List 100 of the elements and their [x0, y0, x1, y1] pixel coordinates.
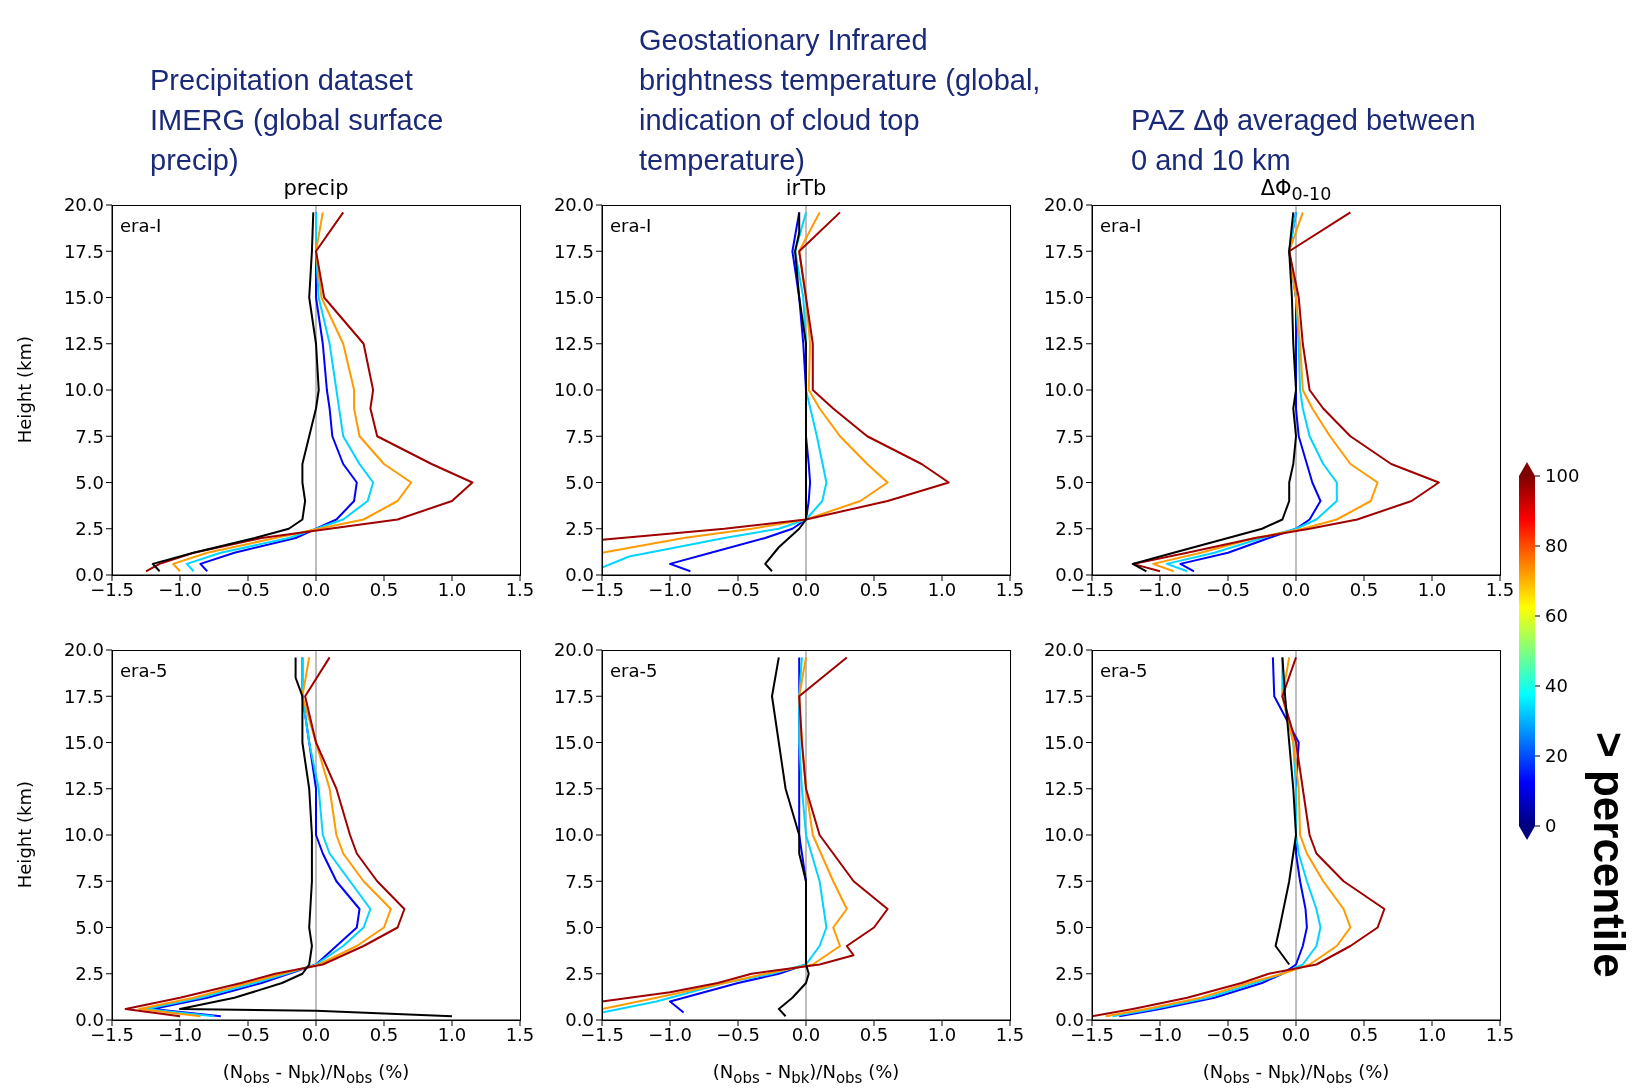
x-tick-label: 0.0 — [791, 1023, 821, 1045]
y-tick-label: 15.0 — [63, 286, 104, 308]
y-tick-label: 5.0 — [1055, 471, 1084, 493]
y-tick-label: 7.5 — [1055, 870, 1084, 892]
x-tick-label: 1.0 — [1417, 578, 1447, 600]
x-tick-label: 1.5 — [505, 1023, 535, 1045]
y-tick-label: 17.5 — [1043, 685, 1084, 707]
y-tick-label: 12.5 — [553, 778, 594, 800]
x-tick-label: −0.5 — [1206, 578, 1250, 600]
y-tick-label: 2.5 — [565, 963, 594, 985]
x-tick-label: 1.0 — [437, 1023, 467, 1045]
annotation: era-I — [120, 215, 162, 237]
y-tick-label: 7.5 — [565, 425, 594, 447]
x-tick-label: 1.5 — [995, 1023, 1025, 1045]
x-tick-label: 1.5 — [1485, 578, 1515, 600]
y-tick-label: 7.5 — [565, 870, 594, 892]
y-tick-label: 7.5 — [75, 425, 104, 447]
x-tick-label: −1.0 — [1138, 1023, 1182, 1045]
x-tick-label: 1.0 — [927, 578, 957, 600]
y-axis-title: Height (km) — [13, 781, 35, 889]
color-bar-label: 100 — [1545, 465, 1580, 487]
color-bar-label: 40 — [1545, 675, 1568, 697]
y-tick-label: 15.0 — [1043, 286, 1084, 308]
y-tick-label: 5.0 — [565, 471, 594, 493]
x-tick-label: 0.5 — [369, 1023, 399, 1045]
y-tick-label: 10.0 — [63, 379, 104, 401]
x-tick-label: −0.5 — [226, 578, 270, 600]
annotation: era-5 — [610, 660, 658, 682]
y-tick-label: 5.0 — [565, 916, 594, 938]
x-tick-label: −1.0 — [648, 578, 692, 600]
x-tick-label: 1.0 — [1417, 1023, 1447, 1045]
y-tick-label: 20.0 — [1043, 194, 1084, 216]
x-tick-label: −1.0 — [1138, 578, 1182, 600]
x-tick-label: 0.5 — [1349, 1023, 1379, 1045]
chart-subtitle: Geostationary Infrared brightness temperature (global, indication of cloud top temperature) — [639, 23, 1042, 178]
y-tick-label: 12.5 — [63, 333, 104, 355]
y-tick-label: 2.5 — [1055, 518, 1084, 540]
line-series — [602, 211, 950, 541]
annotation: era-5 — [1100, 660, 1148, 682]
line-series — [602, 211, 828, 569]
x-tick-label: 0.5 — [1349, 578, 1379, 600]
x-tick-label: 0.5 — [369, 578, 399, 600]
chart-title: irTb — [784, 176, 828, 201]
x-tick-label: 0.0 — [301, 1023, 331, 1045]
line-series — [185, 211, 375, 573]
x-tick-label: −0.5 — [716, 1023, 760, 1045]
y-tick-label: 2.5 — [1055, 963, 1084, 985]
line-series — [764, 211, 807, 573]
y-tick-label: 12.5 — [553, 333, 594, 355]
x-tick-label: 0.5 — [859, 578, 889, 600]
x-tick-label: 1.0 — [437, 578, 467, 600]
color-bar-label: 60 — [1545, 605, 1568, 627]
y-tick-label: 7.5 — [75, 870, 104, 892]
x-axis-title: (N$_{obs}$ - N$_{bk}$)/N$_{obs}$ (%) — [221, 1060, 411, 1089]
chart-title: ΔΦ$_{0-10}$ — [1259, 175, 1333, 207]
x-tick-label: 1.5 — [1485, 1023, 1515, 1045]
y-tick-label: 20.0 — [553, 194, 594, 216]
x-tick-label: 1.0 — [927, 1023, 957, 1045]
y-tick-label: 10.0 — [63, 824, 104, 846]
x-tick-label: 1.5 — [995, 578, 1025, 600]
color-bar-label: 80 — [1545, 535, 1568, 557]
y-tick-label: 12.5 — [1043, 778, 1084, 800]
y-tick-label: 2.5 — [75, 518, 104, 540]
x-axis-title: (N$_{obs}$ - N$_{bk}$)/N$_{obs}$ (%) — [1201, 1060, 1391, 1089]
line-series — [1274, 656, 1297, 966]
color-bar-label: 0 — [1545, 815, 1557, 837]
y-tick-label: 20.0 — [1043, 639, 1084, 661]
chart-title: precip — [282, 175, 350, 201]
y-tick-label: 5.0 — [1055, 916, 1084, 938]
y-tick-label: 2.5 — [75, 963, 104, 985]
y-tick-label: 15.0 — [553, 731, 594, 753]
x-tick-label: −0.5 — [226, 1023, 270, 1045]
y-tick-label: 12.5 — [1043, 333, 1084, 355]
x-axis-title: (N$_{obs}$ - N$_{bk}$)/N$_{obs}$ (%) — [711, 1060, 901, 1089]
x-tick-label: −1.0 — [158, 578, 202, 600]
x-tick-label: −0.5 — [1206, 1023, 1250, 1045]
y-tick-label: 17.5 — [553, 685, 594, 707]
y-tick-label: 10.0 — [1043, 824, 1084, 846]
y-axis-title: Height (km) — [13, 336, 35, 444]
y-tick-label: 2.5 — [565, 518, 594, 540]
y-tick-label: 10.0 — [553, 824, 594, 846]
y-tick-label: 17.5 — [553, 240, 594, 262]
x-tick-label: 0.0 — [1281, 1023, 1311, 1045]
x-tick-label: 0.0 — [791, 578, 821, 600]
y-tick-label: 5.0 — [75, 471, 104, 493]
chart-subtitle: Precipitation dataset IMERG (global surface precip) — [150, 64, 444, 176]
line-series — [1152, 211, 1379, 573]
x-tick-label: 0.0 — [1281, 578, 1311, 600]
y-tick-label: 17.5 — [1043, 240, 1084, 262]
annotation: era-I — [1100, 215, 1142, 237]
chart-subtitle: PAZ Δϕ averaged between 0 and 10 km — [1131, 103, 1476, 178]
y-tick-label: 10.0 — [553, 379, 594, 401]
y-tick-label: 15.0 — [63, 731, 104, 753]
x-tick-label: 0.5 — [859, 1023, 889, 1045]
line-series — [602, 211, 889, 554]
y-tick-label: 17.5 — [63, 685, 104, 707]
y-tick-label: 7.5 — [1055, 425, 1084, 447]
line-series — [172, 211, 413, 573]
y-tick-label: 10.0 — [1043, 379, 1084, 401]
x-tick-label: −1.0 — [158, 1023, 202, 1045]
